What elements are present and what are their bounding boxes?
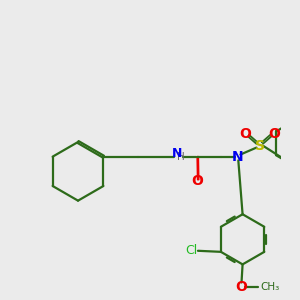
Text: O: O [239,127,251,141]
Text: CH₃: CH₃ [260,282,279,292]
Text: Cl: Cl [185,244,198,257]
Text: O: O [268,127,280,141]
Text: N: N [172,148,182,160]
Text: H: H [177,152,185,162]
Text: S: S [255,139,265,153]
Text: O: O [191,174,203,188]
Text: N: N [231,150,243,164]
Text: O: O [236,280,247,294]
